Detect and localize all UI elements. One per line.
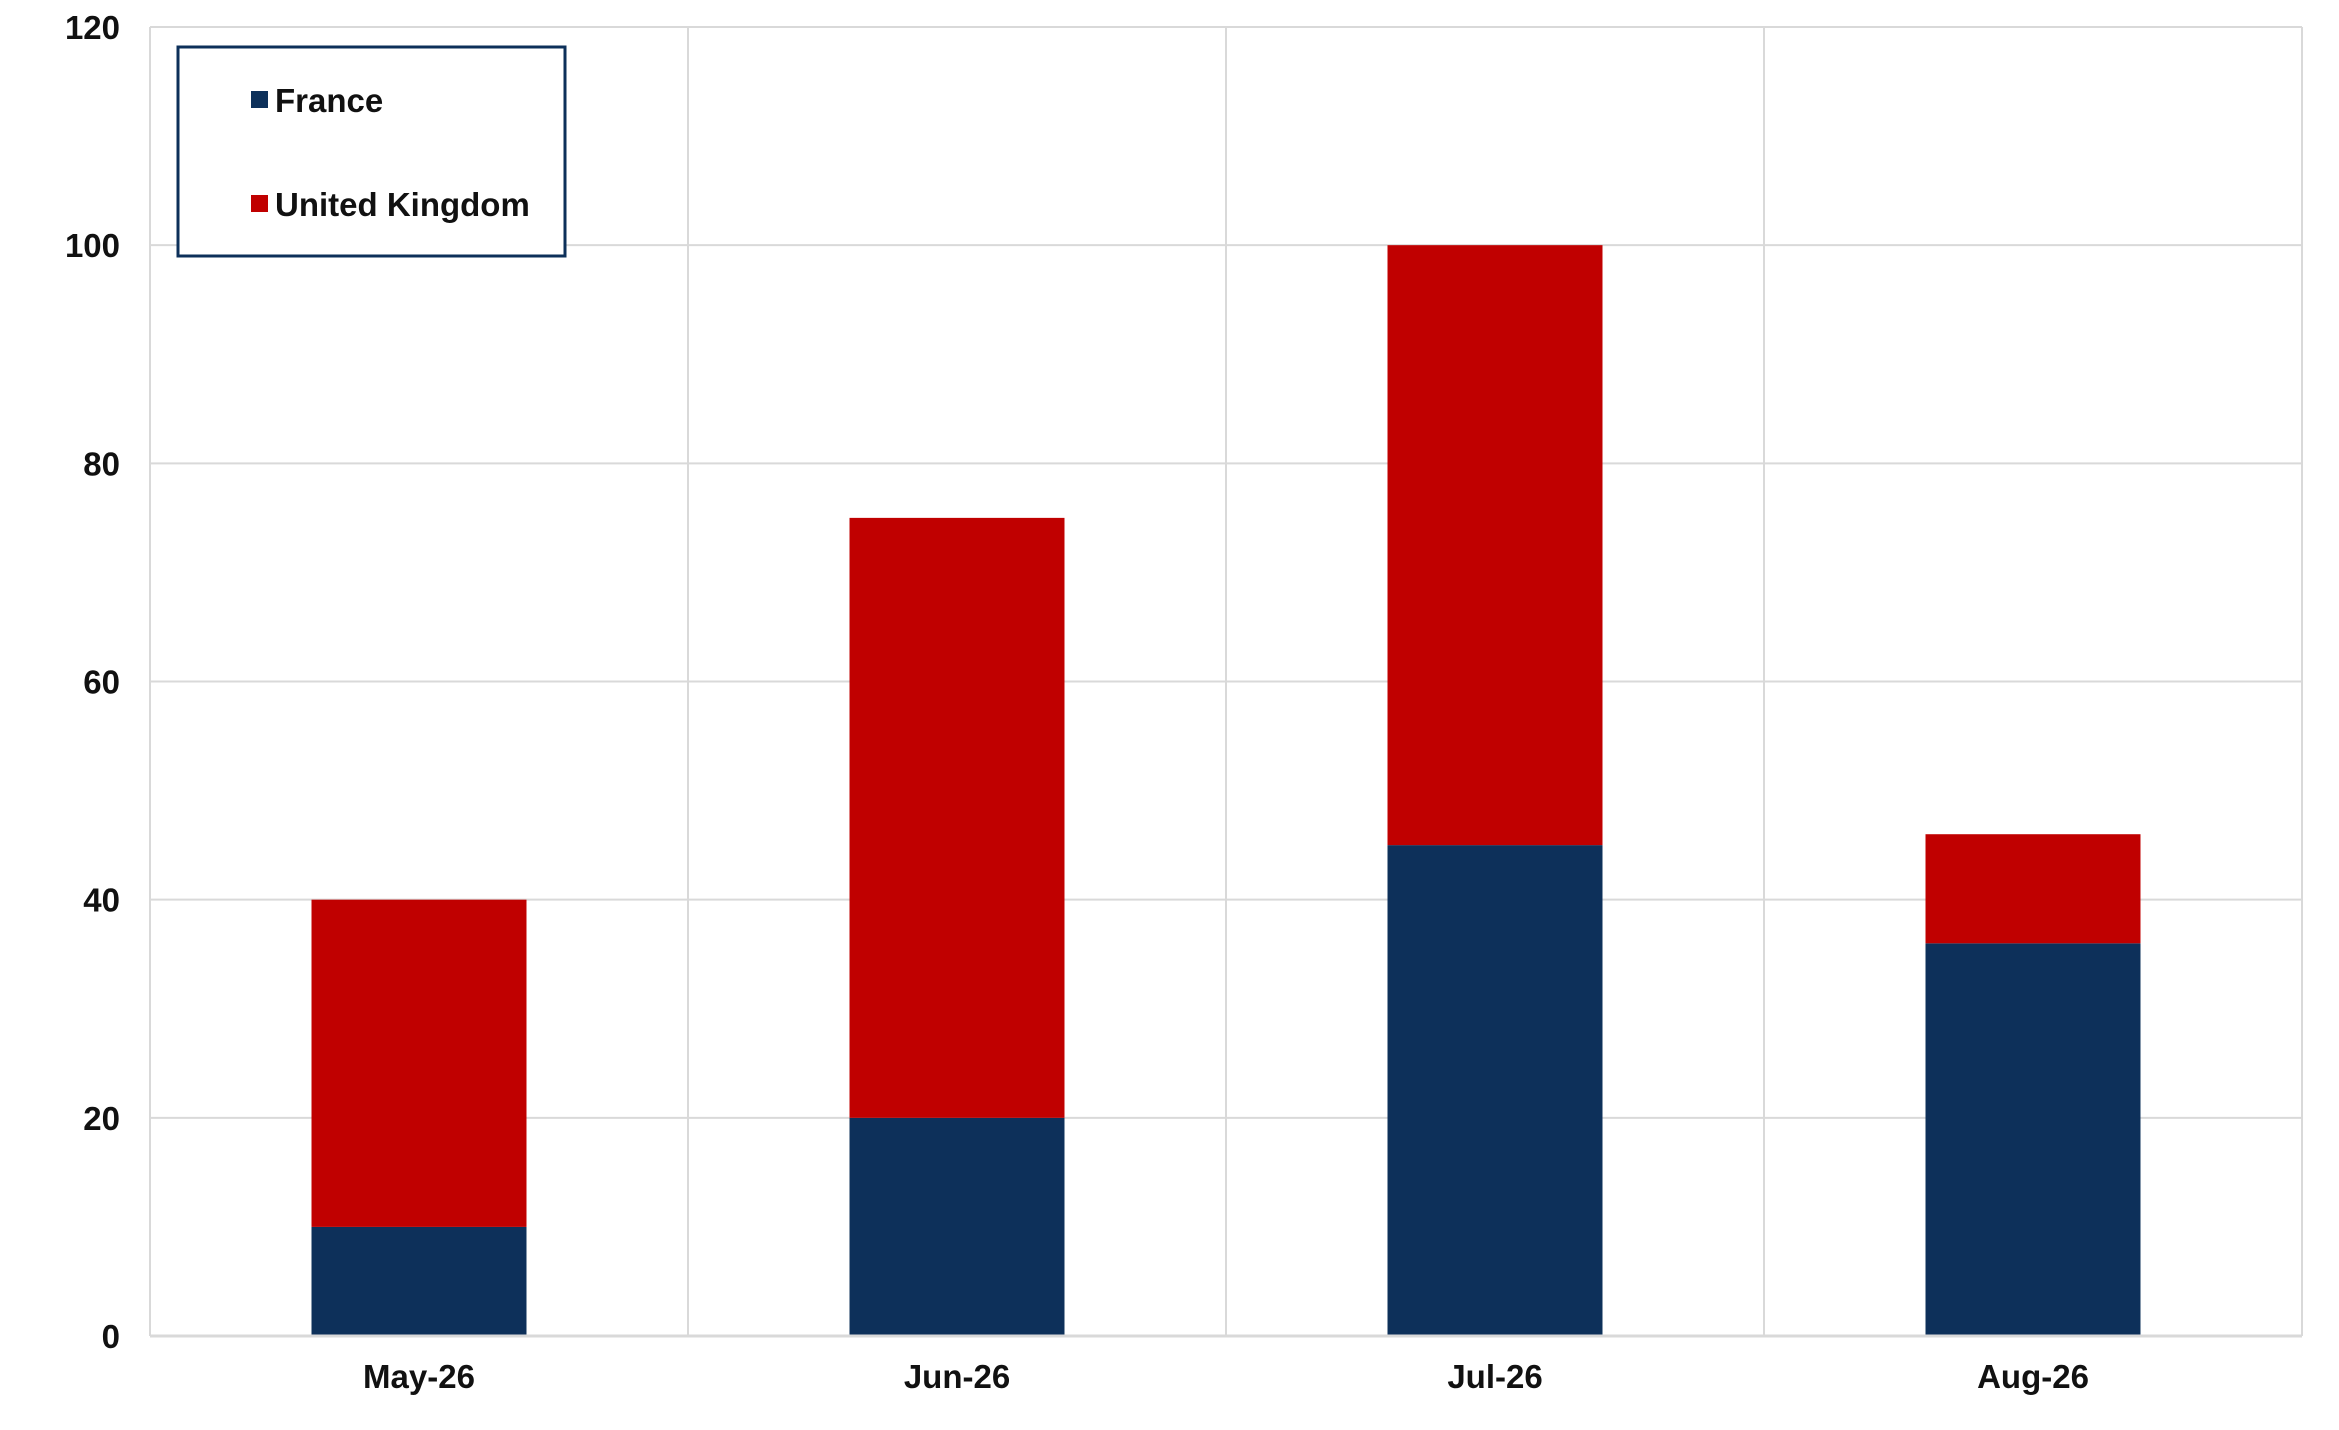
y-tick-label: 80 — [83, 445, 120, 482]
x-tick-label: Jun-26 — [904, 1358, 1010, 1395]
bar-united-kingdom-aug-26 — [1925, 834, 2141, 944]
y-tick-label: 100 — [65, 227, 120, 264]
bar-france-jun-26 — [849, 1117, 1065, 1336]
legend-items: France United Kingdom — [251, 82, 530, 223]
y-tick-label: 120 — [65, 9, 120, 46]
x-tick-label: May-26 — [363, 1358, 475, 1395]
bar-france-jul-26 — [1387, 845, 1603, 1336]
bar-france-aug-26 — [1925, 943, 2141, 1336]
bar-united-kingdom-jun-26 — [849, 517, 1065, 1118]
legend: France United Kingdom — [176, 45, 567, 258]
bar-united-kingdom-jul-26 — [1387, 245, 1603, 846]
y-tick-label: 0 — [102, 1318, 120, 1355]
legend-label: United Kingdom — [275, 186, 530, 223]
y-tick-label: 60 — [83, 664, 120, 701]
y-tick-label: 20 — [83, 1100, 120, 1137]
x-tick-label: Aug-26 — [1977, 1358, 2089, 1395]
bar-united-kingdom-may-26 — [311, 899, 527, 1227]
x-tick-label: Jul-26 — [1447, 1358, 1542, 1395]
legend-swatch — [251, 195, 268, 212]
bar-france-may-26 — [311, 1226, 527, 1336]
legend-swatch — [251, 91, 268, 108]
legend-label: France — [275, 82, 383, 119]
legend-box — [176, 45, 567, 258]
bars — [311, 245, 2141, 1336]
axes: 0 20 40 60 80 100 120 May-26 Jun-26 Jul-26 Aug-26 — [65, 9, 2302, 1395]
y-tick-label: 40 — [83, 882, 120, 919]
